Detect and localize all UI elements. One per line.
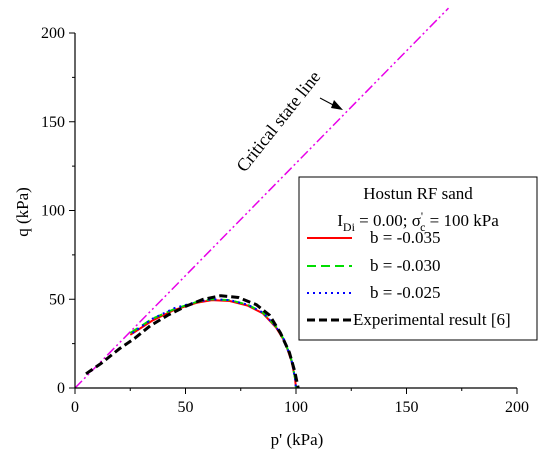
legend-subtitle: IDi = 0.00; σ' c = 100 kPa [337,209,499,234]
series-line-1 [129,299,297,389]
y-tick-label: 150 [41,114,65,131]
critical-state-line-label: Critical state line [232,67,324,176]
legend-items: b = -0.035 b = -0.030 b = -0.025 Experiment… [307,228,511,329]
y-axis-title: q (kPa) [13,187,32,237]
series-line-2 [129,298,297,389]
x-tick-label: 200 [505,399,529,416]
x-tick-label: 100 [284,399,308,416]
y-tick-label: 50 [49,291,65,308]
x-tick-label: 0 [71,399,79,416]
y-axis-ticks: 0 50 100 150 200 [41,25,75,397]
legend-box [298,176,538,341]
y-tick-label: 200 [41,25,65,42]
y-tick-label: 100 [41,203,65,220]
x-tick-label: 50 [178,399,194,416]
legend: Hostun RF sand IDi = 0.00; σ' c = 100 kPa… [298,176,538,341]
critical-state-line [74,7,450,389]
legend-title: Hostun RF sand [363,184,473,203]
x-axis-ticks: 0 50 100 150 200 [71,388,529,416]
legend-label-4: Experimental result [6] [353,310,511,329]
legend-label-3: b = -0.025 [370,283,441,302]
critical-state-arrow [319,97,343,110]
x-axis-title: p' (kPa) [271,430,324,449]
legend-label-2: b = -0.030 [370,256,441,275]
series-line-4 [85,294,300,389]
x-tick-label: 150 [395,399,419,416]
series-line-3 [131,298,297,389]
plot-lines [74,7,450,389]
legend-label-1: b = -0.035 [370,228,441,247]
y-tick-label: 0 [57,380,65,397]
